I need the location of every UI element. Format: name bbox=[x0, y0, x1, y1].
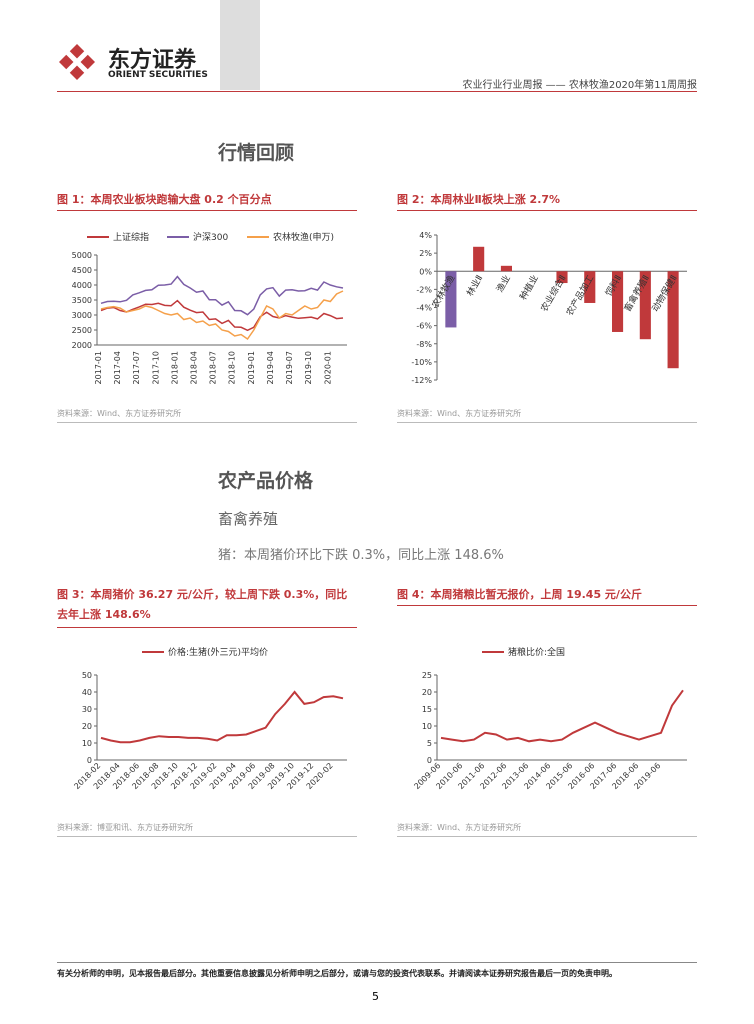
x-tick-label: 2018-07 bbox=[209, 351, 218, 384]
logo-icon bbox=[59, 44, 95, 80]
y-tick-label: 20 bbox=[82, 722, 92, 731]
y-tick-label: 40 bbox=[82, 688, 92, 697]
series-line bbox=[440, 689, 684, 743]
x-tick-label: 2017-01 bbox=[94, 351, 103, 384]
source: 资料来源：Wind、东方证券研究所 bbox=[397, 823, 522, 832]
bar bbox=[612, 271, 624, 332]
legend-label: 沪深300 bbox=[193, 231, 228, 243]
x-tick-label: 2019-04 bbox=[266, 351, 275, 384]
x-tick-label: 渔业 bbox=[495, 273, 514, 294]
disclaimer: 有关分析师的申明，见本报告最后部分。其他重要信息披露见分析师申明之后部分，或请与… bbox=[57, 969, 617, 978]
series-line bbox=[100, 299, 344, 332]
y-tick-label: 5000 bbox=[72, 251, 92, 260]
y-tick-label: 5 bbox=[427, 739, 432, 748]
y-tick-label: 3500 bbox=[72, 296, 92, 305]
chart: 05101520252009-062010-062011-062012-0620… bbox=[412, 646, 687, 791]
y-tick-label: 10 bbox=[422, 722, 432, 731]
y-tick-label: -2% bbox=[416, 285, 432, 294]
x-tick-label: 种植业 bbox=[517, 273, 541, 302]
y-tick-label: 2000 bbox=[72, 341, 92, 350]
y-tick-label: 4500 bbox=[72, 266, 92, 275]
bar bbox=[473, 246, 485, 272]
source-rule bbox=[397, 836, 697, 837]
y-tick-label: 0 bbox=[427, 756, 432, 765]
y-tick-label: 0 bbox=[87, 756, 92, 765]
x-tick-label: 2019-07 bbox=[285, 351, 294, 384]
header-band bbox=[220, 0, 260, 90]
x-tick-label: 2017-04 bbox=[113, 351, 122, 384]
source: 资料来源：Wind、东方证券研究所 bbox=[397, 409, 522, 418]
subsection-title: 畜禽养殖 bbox=[218, 510, 279, 528]
y-tick-label: 30 bbox=[82, 705, 92, 714]
chart: 010203040502018-022018-042018-062018-082… bbox=[72, 646, 347, 791]
y-tick-label: 2% bbox=[419, 249, 432, 258]
x-tick-label: 2018-10 bbox=[228, 351, 237, 384]
figure-title: 图 1：本周农业板块跑输大盘 0.2 个百分点 bbox=[57, 193, 272, 206]
title-rule bbox=[397, 605, 697, 606]
y-tick-label: -8% bbox=[416, 340, 432, 349]
y-tick-label: 20 bbox=[422, 688, 432, 697]
x-tick-label: 2019-10 bbox=[304, 351, 313, 384]
y-tick-label: 0% bbox=[419, 267, 432, 276]
title-rule bbox=[57, 210, 357, 211]
logo-cn: 东方证券 bbox=[108, 48, 197, 73]
footer-rule bbox=[57, 962, 697, 963]
legend-label: 猪粮比价:全国 bbox=[508, 646, 565, 658]
series-line bbox=[100, 275, 344, 316]
series-line bbox=[100, 690, 344, 744]
bar bbox=[584, 271, 596, 303]
bar bbox=[500, 265, 512, 272]
y-tick-label: 10 bbox=[82, 739, 92, 748]
page-number: 5 bbox=[372, 990, 379, 1003]
report-name: 农业行业行业周报 —— 农林牧渔2020年第11周周报 bbox=[462, 80, 697, 91]
y-tick-label: 4% bbox=[419, 231, 432, 240]
bar bbox=[445, 271, 457, 328]
legend-label: 上证综指 bbox=[113, 231, 149, 243]
y-tick-label: 25 bbox=[422, 671, 432, 680]
x-tick-label: 农业综合Ⅱ bbox=[538, 273, 569, 314]
logo-en: ORIENT SECURITIES bbox=[108, 70, 208, 80]
section-title: 行情回顾 bbox=[218, 142, 295, 164]
y-tick-label: 50 bbox=[82, 671, 92, 680]
bar bbox=[556, 271, 568, 284]
y-tick-label: -4% bbox=[416, 304, 432, 313]
y-tick-label: -10% bbox=[411, 358, 432, 367]
y-tick-label: 15 bbox=[422, 705, 432, 714]
y-tick-label: 4000 bbox=[72, 281, 92, 290]
source-rule bbox=[397, 422, 697, 423]
y-tick-label: -6% bbox=[416, 322, 432, 331]
chart: 2000 2500 3000 3500 4000 4500 5000 2017-01 2017-… bbox=[72, 231, 347, 384]
source-rule bbox=[57, 836, 357, 837]
series-line bbox=[100, 290, 344, 341]
title-rule bbox=[57, 627, 357, 628]
chart: -12%-10%-8%-6%-4%-2%0%2%4%农林牧渔 林业Ⅱ 渔业 种植业农业… bbox=[411, 231, 687, 385]
y-tick-label: 2500 bbox=[72, 326, 92, 335]
source-rule bbox=[57, 422, 357, 423]
paragraph-heading: 猪：本周猪价环比下跌 0.3%，同比上涨 148.6% bbox=[218, 548, 504, 563]
bar bbox=[667, 271, 679, 369]
header-rule bbox=[57, 91, 697, 92]
y-tick-label: -12% bbox=[411, 376, 432, 385]
x-tick-label: 2020-01 bbox=[323, 351, 332, 384]
x-tick-label: 2018-01 bbox=[170, 351, 179, 384]
x-tick-label: 林业Ⅱ bbox=[464, 273, 486, 298]
figure-title: 图 4：本周猪粮比暂无报价，上周 19.45 元/公斤 bbox=[397, 588, 642, 601]
x-tick-label: 2017-07 bbox=[132, 351, 141, 384]
figure-title: 图 2：本周林业Ⅱ板块上涨 2.7% bbox=[397, 193, 561, 206]
figure-title: 图 3：本周猪价 36.27 元/公斤，较上周下跌 0.3%，同比去年上涨 14… bbox=[57, 588, 348, 621]
legend-label: 农林牧渔(申万) bbox=[273, 231, 334, 243]
source: 资料来源：Wind、东方证券研究所 bbox=[57, 409, 182, 418]
bar bbox=[639, 271, 651, 340]
y-tick-label: 3000 bbox=[72, 311, 92, 320]
x-tick-label: 2018-04 bbox=[190, 351, 199, 384]
legend-label: 价格:生猪(外三元)平均价 bbox=[168, 646, 268, 658]
title-rule bbox=[397, 210, 697, 211]
x-tick-label: 2019-01 bbox=[247, 351, 256, 384]
x-tick-label: 2017-10 bbox=[151, 351, 160, 384]
section-title: 农产品价格 bbox=[218, 470, 314, 492]
source: 资料来源：博亚和讯、东方证券研究所 bbox=[57, 823, 193, 832]
